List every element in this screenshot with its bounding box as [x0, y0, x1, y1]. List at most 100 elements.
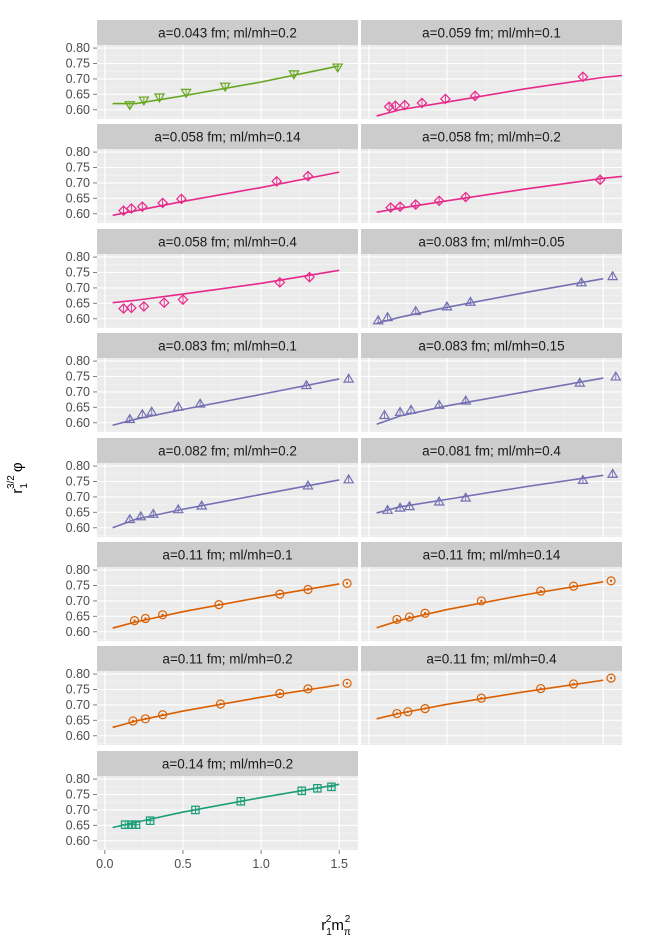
- facet-panel: a=0.11 fm; ml/mh=0.14: [361, 542, 622, 641]
- facet-panel: a=0.083 fm; ml/mh=0.1 0.60 0.650.700.75 0.8…: [66, 333, 358, 432]
- plot-background: [361, 671, 622, 745]
- panel-content: [376, 576, 616, 629]
- data-point: [196, 499, 208, 510]
- data-point: [433, 399, 445, 409]
- data-point: [394, 502, 406, 512]
- data-point: [577, 71, 589, 83]
- fit-line: [112, 583, 340, 629]
- facet-strip: [97, 751, 358, 776]
- facet-title: a=0.083 fm; ml/mh=0.05: [418, 235, 564, 250]
- data-point: [439, 93, 451, 105]
- data-point: [420, 704, 430, 714]
- data-point: [138, 96, 150, 107]
- data-point: [297, 786, 307, 796]
- y-tick-label: 0.70: [66, 72, 90, 86]
- data-point: [214, 600, 224, 610]
- y-tick-label: 0.75: [66, 683, 90, 697]
- data-point-center: [609, 579, 613, 583]
- facet-panel: a=0.083 fm; ml/mh=0.05: [361, 229, 622, 328]
- data-point: [303, 584, 313, 595]
- facet-title: a=0.043 fm; ml/mh=0.2: [158, 26, 297, 41]
- panel-content: [112, 170, 340, 217]
- data-point-center: [144, 617, 147, 620]
- data-point-center: [306, 687, 310, 691]
- data-point: [441, 300, 453, 311]
- data-point: [175, 193, 187, 205]
- plot-background: [97, 358, 358, 432]
- x-axis-title: r12mπ2: [321, 914, 351, 938]
- data-point-shape: [372, 314, 384, 325]
- facet-title: a=0.058 fm; ml/mh=0.4: [158, 235, 297, 250]
- y-tick-label: 0.60: [66, 416, 90, 430]
- x-axis: 0.0 0.5 1.0 1.5: [96, 850, 348, 871]
- data-point-center: [572, 682, 575, 686]
- data-point: [136, 201, 148, 213]
- panel-content: [112, 269, 340, 315]
- data-point: [136, 408, 148, 419]
- data-point: [404, 612, 415, 622]
- data-point: [410, 305, 422, 316]
- data-point-center: [133, 619, 136, 622]
- data-point-center: [345, 582, 349, 585]
- facet-strip: [97, 542, 358, 567]
- facet-title: a=0.082 fm; ml/mh=0.2: [158, 444, 297, 459]
- data-point-center: [539, 687, 542, 690]
- data-point-shape: [639, 170, 646, 179]
- data-point: [606, 270, 619, 281]
- y-tick-label: 0.65: [66, 609, 90, 623]
- facet-title: a=0.081 fm; ml/mh=0.4: [422, 444, 561, 459]
- plot-background: [97, 149, 358, 223]
- data-point: [215, 699, 226, 709]
- panel-content: [112, 578, 352, 629]
- fit-line: [112, 684, 340, 729]
- panel-content: [376, 170, 646, 214]
- fit-line: [376, 581, 604, 629]
- facet-panel: a=0.11 fm; ml/mh=0.2 0.60 0.650.700.75 0.80: [66, 646, 358, 745]
- data-point: [594, 174, 606, 186]
- data-point: [125, 302, 137, 314]
- facet-strip: [97, 20, 358, 45]
- data-point: [342, 373, 355, 383]
- facet-strip: [97, 646, 358, 671]
- panel-content: [376, 370, 622, 426]
- y-tick-label: 0.75: [66, 266, 90, 280]
- y-tick-label: 0.60: [66, 103, 90, 117]
- data-point: [172, 401, 184, 411]
- data-point-center: [306, 588, 310, 591]
- panel-content: [112, 63, 344, 111]
- y-tick-label: 0.80: [66, 145, 90, 159]
- data-point: [342, 678, 352, 688]
- facet-strip: [361, 542, 622, 567]
- data-point: [302, 479, 314, 490]
- data-point: [153, 93, 166, 103]
- y-tick-label: 0.60: [66, 834, 90, 848]
- data-point: [327, 782, 336, 792]
- gridlines: [361, 463, 622, 537]
- data-point: [138, 300, 150, 312]
- data-point-center: [219, 702, 222, 706]
- plot-background: [97, 254, 358, 328]
- y-tick-label: 0.70: [66, 594, 90, 608]
- panel-content: [112, 782, 340, 829]
- data-point-center: [278, 692, 282, 695]
- axis-titles: r12mπ2 r13/2φ: [6, 462, 351, 938]
- y-tick-label: 0.60: [66, 521, 90, 535]
- data-point: [147, 508, 159, 518]
- plot-background: [361, 149, 622, 223]
- data-point: [378, 409, 391, 420]
- data-point: [275, 589, 285, 599]
- data-point-center: [609, 676, 613, 680]
- data-point-center: [423, 707, 427, 710]
- facet-title: a=0.058 fm; ml/mh=0.2: [422, 130, 561, 145]
- y-tick-label: 0.70: [66, 698, 90, 712]
- data-point: [536, 683, 546, 694]
- data-point: [146, 406, 158, 416]
- data-point-box: [191, 805, 200, 815]
- data-point-box: [236, 797, 246, 806]
- facet-panel: a=0.043 fm; ml/mh=0.2 0.60 0.650.700.75 0.8…: [66, 20, 358, 119]
- y-tick-label: 0.80: [66, 41, 90, 55]
- data-point: [129, 616, 140, 626]
- data-point-center: [395, 618, 399, 621]
- x-tick-label: 0.0: [96, 857, 113, 871]
- data-point-center: [572, 584, 575, 588]
